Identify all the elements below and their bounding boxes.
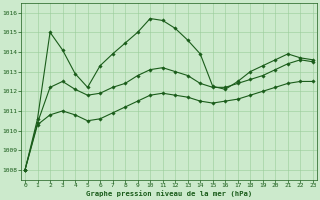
X-axis label: Graphe pression niveau de la mer (hPa): Graphe pression niveau de la mer (hPa) [86,190,252,197]
